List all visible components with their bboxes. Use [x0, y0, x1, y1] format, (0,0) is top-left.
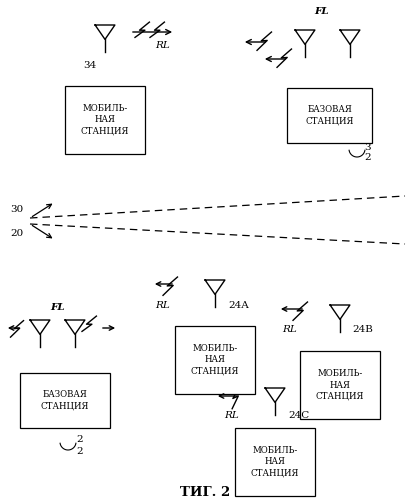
- Text: 24A: 24A: [227, 302, 248, 310]
- Text: RL: RL: [224, 410, 239, 420]
- Text: БАЗОВАЯ
СТАНЦИЯ: БАЗОВАЯ СТАНЦИЯ: [41, 390, 89, 410]
- Text: 30: 30: [10, 206, 23, 214]
- FancyBboxPatch shape: [287, 88, 372, 142]
- Text: МОБИЛЬ-
НАЯ
СТАНЦИЯ: МОБИЛЬ- НАЯ СТАНЦИЯ: [250, 446, 299, 478]
- Text: RL: RL: [155, 302, 170, 310]
- Text: ΤИГ. 2: ΤИГ. 2: [180, 486, 229, 498]
- FancyBboxPatch shape: [20, 372, 110, 428]
- Text: RL: RL: [155, 42, 169, 50]
- Text: FL: FL: [314, 8, 328, 16]
- Text: МОБИЛЬ-
НАЯ
СТАНЦИЯ: МОБИЛЬ- НАЯ СТАНЦИЯ: [81, 104, 129, 136]
- Text: МОБИЛЬ-
НАЯ
СТАНЦИЯ: МОБИЛЬ- НАЯ СТАНЦИЯ: [315, 370, 363, 400]
- Text: 34: 34: [83, 60, 96, 70]
- FancyBboxPatch shape: [65, 86, 145, 154]
- Text: 2: 2: [76, 436, 83, 444]
- Text: 2: 2: [364, 154, 371, 162]
- Text: 2: 2: [76, 448, 83, 456]
- Text: БАЗОВАЯ
СТАНЦИЯ: БАЗОВАЯ СТАНЦИЯ: [305, 105, 353, 125]
- Text: 24B: 24B: [351, 326, 372, 334]
- FancyBboxPatch shape: [234, 428, 314, 496]
- Text: 20: 20: [10, 228, 23, 237]
- Text: 24C: 24C: [287, 410, 308, 420]
- Text: FL: FL: [51, 304, 65, 312]
- Text: 3: 3: [364, 144, 371, 152]
- FancyBboxPatch shape: [299, 351, 379, 419]
- Text: RL: RL: [282, 326, 297, 334]
- FancyBboxPatch shape: [175, 326, 254, 394]
- Text: МОБИЛЬ-
НАЯ
СТАНЦИЯ: МОБИЛЬ- НАЯ СТАНЦИЯ: [190, 344, 238, 376]
